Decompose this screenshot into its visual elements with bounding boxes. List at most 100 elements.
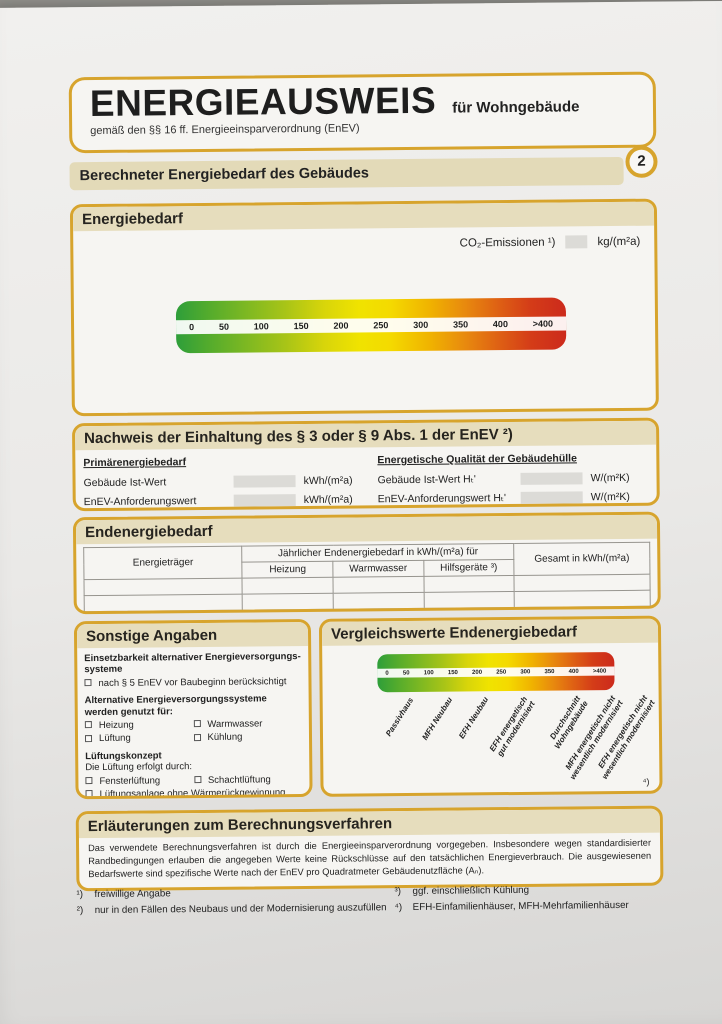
scale-tick: 100 [253, 321, 269, 332]
checkbox-label: Kühlung [207, 731, 243, 744]
footnote-text: nur in den Fällen des Neubaus und der Mo… [94, 902, 387, 917]
scale-tick: 50 [402, 670, 410, 677]
document-title: ENERGIEAUSWEIS [89, 79, 437, 125]
scale-tick: 250 [373, 320, 389, 331]
gebaeudehuelle-heading: Energetische Qualität der Gebäudehülle [377, 452, 577, 467]
scale-tick: >400 [532, 318, 554, 329]
sonstige-angaben-title: Sonstige Angaben [76, 621, 309, 649]
scale-tick: 400 [568, 668, 579, 675]
energiebedarf-title: Energiebedarf [72, 201, 655, 232]
scale-tick: 100 [423, 669, 434, 676]
value-placeholder [520, 472, 583, 485]
table-cell-empty [333, 608, 425, 615]
table-cell-empty [514, 590, 651, 608]
table-cell-empty [333, 592, 424, 610]
checkbox [84, 734, 93, 742]
checkbox [84, 721, 92, 729]
enev-anforderungswert-ht-label: EnEV-Anforderungswert Hₜ' [377, 492, 507, 506]
table-cell-empty [242, 577, 334, 595]
endenergiebedarf-title: Endenergiebedarf [75, 514, 658, 545]
scale-tick: 300 [413, 319, 429, 330]
enev-anforderungswert-label: EnEV-Anforderungswert [83, 495, 197, 509]
energy-scale-bar: 0 50 100 150 200 250 300 350 400 >400 [175, 297, 567, 354]
unit-label: kWh/(m²a) [303, 493, 353, 507]
scale-tick: 350 [544, 668, 555, 675]
section-banner-label: Berechneter Energiebedarf des Gebäudes [79, 165, 369, 185]
unit-label: W/(m²K) [590, 471, 630, 485]
col-header-hilfsgeraete: Hilfsgeräte ³) [423, 559, 515, 577]
table-cell-empty [84, 610, 243, 615]
col-header-gesamt: Gesamt in kWh/(m²a) [513, 542, 650, 576]
comparison-axis-labels: Passivhaus MFH Neubau EFH Neubau EFH ene… [323, 690, 660, 793]
alternative-systeme-heading: Alternative Energieversorgungssysteme we… [84, 693, 267, 718]
checkbox [85, 777, 93, 785]
document-subtitle: für Wohngebäude [452, 98, 580, 117]
table-cell-empty [423, 591, 515, 609]
comparison-scale-bar: 0 50 100 150 200 250 300 350 400 >400 [377, 652, 615, 693]
footnote-marker: ²) [76, 905, 84, 917]
axis-label-mfh-neubau: MFH Neubau [420, 695, 455, 742]
scale-tick: 0 [385, 670, 389, 677]
table-cell-empty [514, 574, 651, 592]
page-number: 2 [637, 152, 646, 170]
document-header: ENERGIEAUSWEIS für Wohngebäude gemäß den… [68, 71, 657, 154]
primaerenergiebedarf-heading: Primärenergiebedarf [83, 456, 187, 470]
checkbox [84, 679, 92, 687]
scale-tick: 400 [492, 319, 508, 330]
checkbox [193, 733, 201, 741]
checkbox-label: Warmwasser [207, 718, 263, 730]
checkbox-label: Lüftungsanlage ohne Wärmerückgewinnung [99, 787, 286, 800]
erlaeuterungen-body: Das verwendete Berechnungsverfahren ist … [88, 837, 652, 880]
co2-unit-label: kg/(m²a) [597, 235, 641, 248]
col-header-energietraeger: Energieträger [83, 546, 243, 580]
checkbox [85, 790, 93, 798]
vergleichswerte-section: Vergleichswerte Endenergiebedarf 0 50 10… [318, 615, 663, 797]
unit-label: W/(m²K) [590, 490, 630, 504]
scale-tick: 200 [333, 320, 349, 331]
col-header-warmwasser: Warmwasser [332, 560, 424, 578]
value-placeholder [233, 475, 296, 488]
footnote-text: ggf. einschließlich Kühlung [412, 884, 530, 897]
col-header-heizung: Heizung [242, 561, 334, 579]
co2-emissions-label: CO₂-Emissionen ¹) [459, 236, 556, 250]
scale-tick: 200 [471, 669, 483, 676]
scale-tick: 300 [520, 668, 531, 675]
endenergiebedarf-section: Endenergiebedarf Energieträger Jährliche… [72, 511, 661, 615]
table-cell-empty [242, 593, 334, 611]
axis-label-passivhaus: Passivhaus [383, 696, 416, 739]
footnote-text: EFH-Einfamilienhäuser, MFH-Mehrfamilienh… [412, 899, 629, 913]
einsetzbarkeit-heading: Einsetzbarkeit alternativer Energieverso… [84, 651, 301, 676]
footnote-text: freiwillige Angabe [94, 888, 171, 901]
checkbox-label: nach § 5 EnEV vor Baubeginn berücksichti… [98, 675, 287, 689]
table-cell-empty [83, 578, 243, 596]
scale-tick: 250 [496, 669, 507, 676]
checkbox [193, 776, 201, 784]
scale-tick: 150 [447, 669, 458, 676]
scale-tick: 150 [293, 320, 309, 332]
table-cell-empty [514, 606, 651, 615]
energiebedarf-section: Energiebedarf CO₂-Emissionen ¹) kg/(m²a)… [69, 198, 659, 417]
gebaeude-ist-wert-label: Gebäude Ist-Wert [83, 476, 167, 490]
table-cell-empty [423, 575, 515, 593]
footnote-marker-4: ⁴) [642, 776, 650, 787]
checkbox-label: Heizung [98, 719, 134, 731]
section-banner: Berechneter Energiebedarf des Gebäudes [69, 156, 624, 191]
erlaeuterungen-section: Erläuterungen zum Berechnungsverfahren D… [75, 805, 664, 892]
co2-value-placeholder [565, 235, 588, 249]
value-placeholder [520, 491, 583, 504]
table-cell-empty [333, 576, 424, 594]
value-placeholder [233, 494, 296, 507]
nachweis-section: Nachweis der Einhaltung des § 3 oder § 9… [71, 417, 660, 512]
unit-label: kWh/(m²a) [303, 474, 353, 488]
table-cell-empty [84, 594, 243, 612]
vergleichswerte-title: Vergleichswerte Endenergiebedarf [321, 618, 659, 646]
sonstige-angaben-section: Sonstige Angaben Einsetzbarkeit alternat… [73, 618, 313, 800]
checkbox [193, 720, 201, 728]
checkbox-label: Lüftung [98, 733, 131, 745]
scale-tick: 0 [189, 322, 195, 333]
document-content: ENERGIEAUSWEIS für Wohngebäude gemäß den… [68, 71, 665, 1018]
page-number-badge: 2 [625, 145, 658, 178]
footnote-marker: ³) [394, 886, 402, 898]
